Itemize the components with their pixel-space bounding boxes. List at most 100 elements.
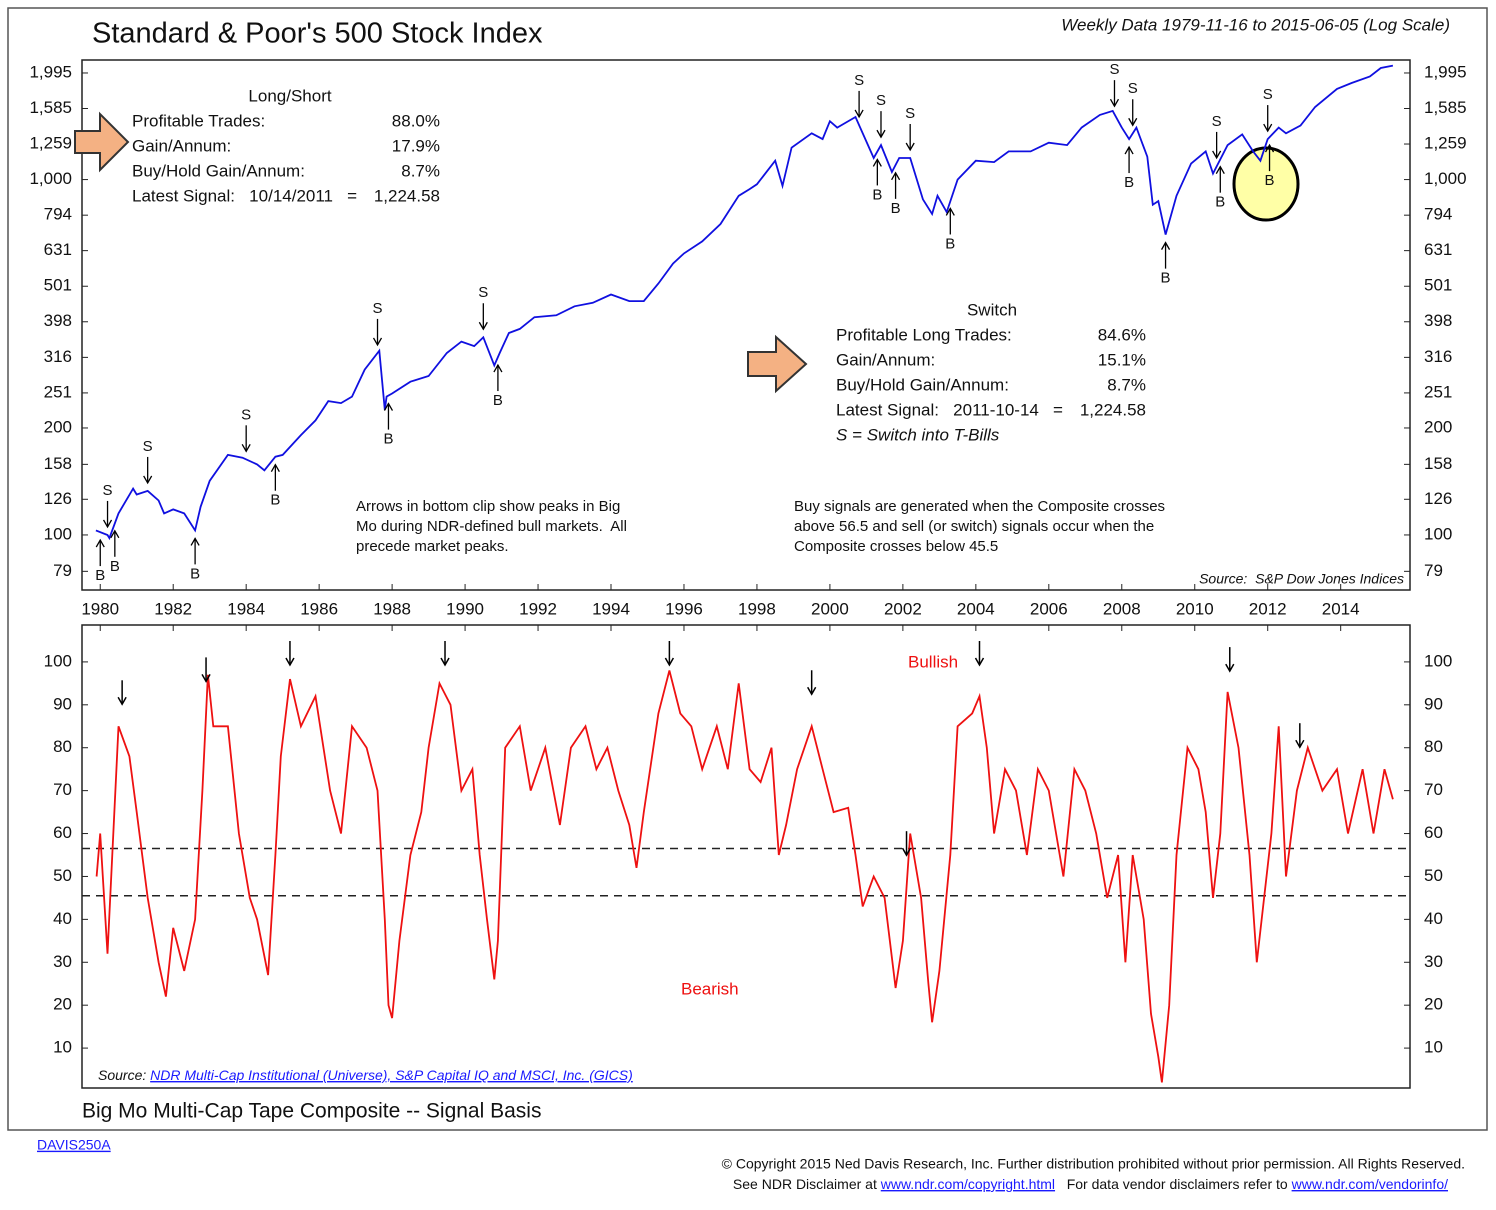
stats-value: 84.6% <box>1098 325 1146 344</box>
x-tick-label: 2006 <box>1030 599 1068 618</box>
stats-value: 17.9% <box>392 136 440 155</box>
signal-label: B <box>1124 174 1134 191</box>
stats-value: 88.0% <box>392 111 440 130</box>
stats-value: 8.7% <box>1107 375 1146 394</box>
source-link[interactable]: NDR Multi-Cap Institutional (Universe), … <box>150 1067 633 1083</box>
y-tick-label: 501 <box>44 276 72 295</box>
y-tick-label-right: 100 <box>1424 651 1452 670</box>
signal-label: B <box>872 186 882 203</box>
vendor-text: For data vendor disclaimers refer to <box>1055 1176 1292 1192</box>
peak-arrow-head <box>1295 739 1305 749</box>
peak-arrow-head <box>974 657 985 667</box>
y-tick-label: 1,585 <box>29 98 72 117</box>
y-tick-label: 1,000 <box>29 169 72 188</box>
y-tick-label: 10 <box>53 1038 72 1057</box>
signal-arrow-head <box>1124 145 1134 155</box>
y-tick-label-right: 126 <box>1424 489 1452 508</box>
stats-label: Gain/Annum: <box>132 136 231 155</box>
signal-arrow-head <box>1109 98 1120 108</box>
peak-arrow-head <box>285 657 295 667</box>
y-tick-label: 794 <box>44 205 72 224</box>
y-tick-label: 316 <box>44 347 72 366</box>
note: Arrows in bottom clip show peaks in Big <box>356 498 620 515</box>
stats-value: 15.1% <box>1098 350 1146 369</box>
signal-arrow-head <box>478 321 488 331</box>
signal-arrow-head <box>493 363 503 373</box>
signal-label: B <box>383 431 393 448</box>
y-tick-label-right: 90 <box>1424 694 1443 713</box>
signal-label: B <box>270 492 280 509</box>
signal-label: S <box>373 300 383 317</box>
stats-label: Buy/Hold Gain/Annum: <box>836 375 1009 394</box>
signal-arrow-head <box>95 538 105 548</box>
signal-arrow-head <box>372 337 383 347</box>
bottom-title: Big Mo Multi-Cap Tape Composite -- Signa… <box>82 1100 541 1123</box>
y-tick-label-right: 40 <box>1424 909 1443 928</box>
peak-arrow-head <box>901 847 912 857</box>
signal-label: B <box>95 567 105 584</box>
x-tick-label: 2014 <box>1322 599 1360 618</box>
top-plot-frame <box>81 59 1411 591</box>
signal-label: S <box>1109 61 1119 78</box>
peak-arrow-head <box>201 674 211 683</box>
highlight-arrow <box>747 334 808 394</box>
vendor-link[interactable]: www.ndr.com/vendorinfo/ <box>1291 1176 1449 1192</box>
signal-arrow-head <box>905 142 915 152</box>
y-tick-label: 20 <box>53 995 72 1014</box>
y-tick-label-right: 1,259 <box>1424 134 1467 153</box>
chart-code[interactable]: DAVIS250A <box>37 1137 111 1153</box>
stats-value: 1,224.58 <box>1080 400 1146 419</box>
signal-arrow-head <box>1215 165 1225 174</box>
stats-label: Buy/Hold Gain/Annum: <box>132 161 305 180</box>
stats-label: Latest Signal: 10/14/2011 = <box>132 186 357 205</box>
x-tick-label: 2000 <box>811 599 849 618</box>
highlight-arrow <box>74 111 130 173</box>
signal-label: S <box>1212 113 1222 130</box>
stats-label: Profitable Trades: <box>132 111 265 130</box>
x-tick-label: 2002 <box>884 599 922 618</box>
bearish-label: Bearish <box>681 979 739 998</box>
x-tick-label: 2012 <box>1249 599 1287 618</box>
x-tick-label: 2008 <box>1103 599 1141 618</box>
y-tick-label-right: 1,995 <box>1424 62 1467 81</box>
y-tick-label: 1,995 <box>29 62 72 81</box>
x-tick-label: 1996 <box>665 599 703 618</box>
stats-title: Long/Short <box>248 86 331 105</box>
copyright: © Copyright 2015 Ned Davis Research, Inc… <box>722 1156 1465 1172</box>
y-tick-label-right: 501 <box>1424 276 1452 295</box>
stats-label: Gain/Annum: <box>836 350 935 369</box>
chart-title: Standard & Poor's 500 Stock Index <box>92 18 543 50</box>
signal-arrow-head <box>854 109 864 119</box>
signal-arrow-head <box>1212 150 1222 160</box>
y-tick-label: 40 <box>53 909 72 928</box>
y-tick-label: 70 <box>53 780 72 799</box>
signal-label: S <box>876 92 886 109</box>
x-tick-label: 1990 <box>446 599 484 618</box>
signal-label: B <box>1265 172 1275 189</box>
stats-value: 8.7% <box>401 161 440 180</box>
signal-label: S <box>1128 80 1138 97</box>
y-tick-label: 90 <box>53 694 72 713</box>
y-tick-label: 126 <box>44 489 72 508</box>
chart-subtitle: Weekly Data 1979-11-16 to 2015-06-05 (Lo… <box>1061 15 1450 34</box>
signal-arrow-head <box>891 171 901 181</box>
x-tick-label: 2010 <box>1176 599 1214 618</box>
y-tick-label-right: 251 <box>1424 382 1452 401</box>
signal-label: S <box>905 105 915 122</box>
note: Buy signals are generated when the Compo… <box>794 498 1165 515</box>
signal-arrow-head <box>945 207 955 216</box>
x-tick-label: 1984 <box>227 599 265 618</box>
y-tick-label: 100 <box>44 524 72 543</box>
signal-arrow-head <box>1264 143 1275 153</box>
signal-arrow-head <box>872 158 882 167</box>
x-tick-label: 1998 <box>738 599 776 618</box>
y-tick-label-right: 631 <box>1424 240 1452 259</box>
outer-frame <box>7 7 1488 1131</box>
y-tick-label: 251 <box>44 382 72 401</box>
y-tick-label: 100 <box>44 651 72 670</box>
peak-arrow-head <box>117 696 127 706</box>
x-tick-label: 2004 <box>957 599 995 618</box>
disclaimer-link[interactable]: www.ndr.com/copyright.html <box>880 1176 1055 1192</box>
y-tick-label: 80 <box>53 737 72 756</box>
note: above 56.5 and sell (or switch) signals … <box>794 518 1154 535</box>
